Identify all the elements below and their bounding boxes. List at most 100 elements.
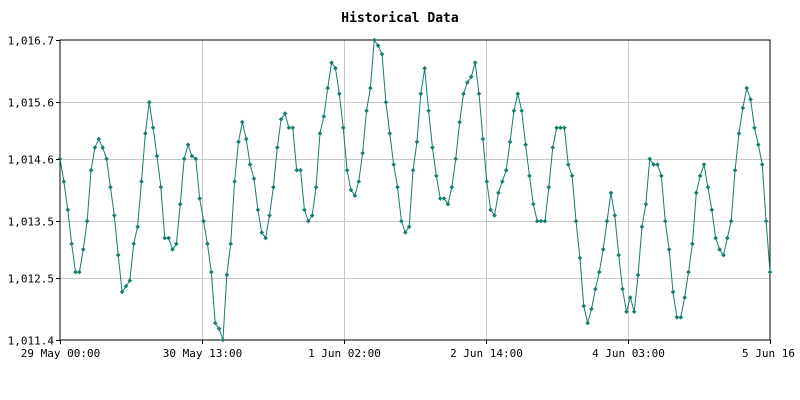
x-tick-label: 1 Jun 02:00 [308,347,381,360]
data-point [709,207,715,213]
data-point [631,309,637,314]
data-point [290,125,296,131]
data-point [651,162,656,167]
data-point [721,252,726,258]
data-point [247,162,253,167]
data-point [562,125,567,131]
x-axis-ticks: 29 May 00:00 30 May 13:00 1 Jun 02:00 2 Jun… [21,340,795,360]
data-point [449,184,455,190]
data-point [135,224,140,230]
data-point [127,278,133,283]
data-point [608,190,614,196]
data-point [337,91,342,97]
data-point [468,74,474,80]
data-point [620,286,625,292]
data-point [344,167,350,173]
data-point [639,224,645,230]
data-point [527,173,532,179]
data-point [752,125,757,131]
data-point [748,97,753,102]
data-point [577,255,583,261]
data-point [391,162,396,167]
data-point [69,241,74,247]
data-point [422,66,427,71]
data-point [693,190,699,196]
data-point [100,145,105,150]
data-point [635,272,641,278]
data-point [356,179,362,184]
data-point [123,283,129,289]
y-tick-label: 1,011.4 [8,335,55,348]
data-point [306,218,311,224]
data-point [80,247,86,252]
data-point [166,235,171,241]
data-point [259,230,265,235]
plot-frame [59,39,771,341]
data-point [674,315,680,320]
data-point [666,247,672,252]
data-point [201,218,206,224]
data-point [732,167,738,173]
data-point [274,145,280,150]
data-point [701,162,707,167]
data-point [162,235,168,241]
data-point [313,184,319,190]
data-point [228,241,234,247]
data-point [534,218,540,224]
data-point [209,269,214,275]
data-point [181,156,187,162]
data-point [73,269,78,275]
data-point [465,80,470,85]
data-point [585,320,590,326]
data-point [457,119,462,125]
data-point [205,241,210,247]
data-point [352,193,358,198]
data-point [267,213,272,218]
x-tick-label: 5 Jun 16 [742,347,795,360]
data-point [678,315,684,320]
data-point [236,139,241,145]
data-point [546,184,552,190]
data-point [294,167,299,173]
data-point [414,139,420,145]
data-point [329,60,334,65]
data-point [174,241,179,247]
data-point [697,173,703,179]
data-point [333,66,338,71]
data-point [77,269,82,275]
data-point [662,218,668,224]
data-point [325,85,330,91]
data-point [340,125,346,131]
data-point [220,337,226,343]
data-point [189,153,195,159]
data-point [317,131,323,136]
data-point [655,162,660,167]
data-point [628,295,633,300]
data-point [379,51,385,57]
data-point [554,125,559,131]
chart-title: Historical Data [341,11,459,26]
data-point [92,145,98,150]
data-point [119,289,125,295]
data-point [705,184,711,190]
data-point [263,235,268,241]
data-point [492,213,497,218]
data-point [387,131,393,136]
data-point [298,167,303,173]
data-point [375,43,381,48]
data-point [115,252,121,258]
data-point [550,145,556,150]
data-point [596,269,602,275]
data-point [139,179,144,184]
x-tick-label: 30 May 13:00 [163,347,242,360]
data-point [488,207,493,213]
x-tick-label: 29 May 00:00 [21,347,100,360]
data-point [88,167,94,173]
y-tick-label: 1,013.5 [8,216,54,229]
data-point [383,99,389,105]
data-point [523,142,528,148]
data-point [193,156,199,162]
data-point [131,241,137,247]
data-point [496,190,501,196]
y-axis-ticks: 1,011.4 1,012.5 1,013.5 1,014.6 1,015.6 1,016… [8,35,60,348]
